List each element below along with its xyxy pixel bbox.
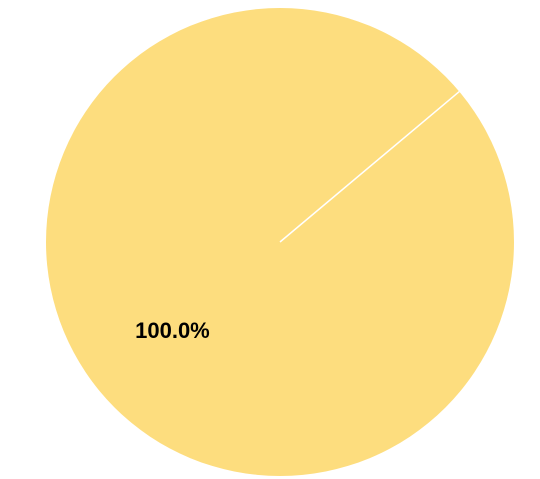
labels-layer: 100.0%	[135, 318, 210, 343]
slice-percent-label: 100.0%	[135, 318, 210, 343]
slice-separator	[279, 91, 460, 243]
slices-layer	[46, 8, 514, 476]
